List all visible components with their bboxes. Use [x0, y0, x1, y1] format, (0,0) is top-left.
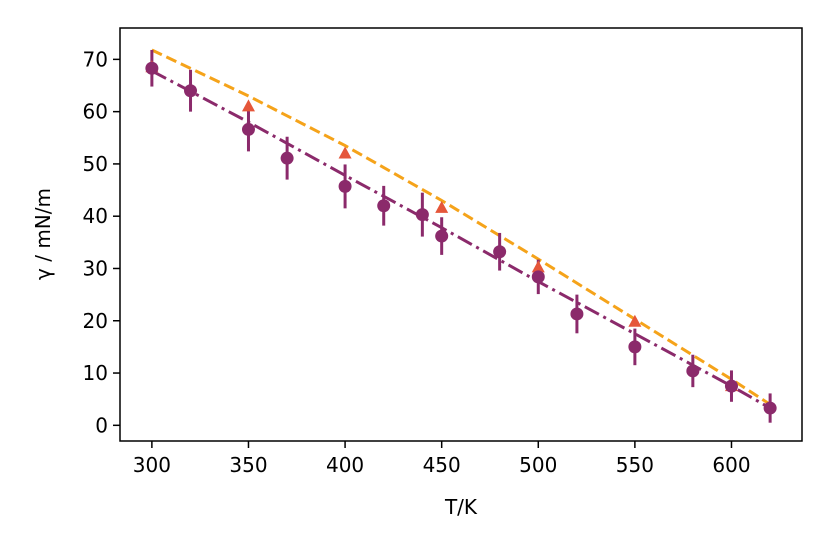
- y-tick-label: 60: [83, 100, 108, 124]
- circle-marker: [145, 61, 159, 75]
- x-tick-label: 350: [229, 453, 267, 477]
- y-tick-label: 20: [83, 309, 108, 333]
- dashdot-curve: [151, 69, 771, 410]
- y-tick-label: 40: [83, 204, 108, 228]
- error-bars: [150, 49, 772, 423]
- x-tick-label: 400: [326, 453, 364, 477]
- y-tick-label: 70: [83, 47, 108, 71]
- series-lines: [151, 48, 771, 410]
- x-tick-label: 550: [616, 453, 654, 477]
- circle-marker: [435, 229, 449, 243]
- circle-marker: [570, 307, 584, 321]
- circle-marker: [763, 401, 777, 415]
- x-tick-label: 600: [712, 453, 750, 477]
- x-axis: 300 350 400 450 500 550 600: [133, 441, 751, 477]
- circle-marker: [338, 179, 352, 193]
- y-axis: 0 10 20 30 40 50 60 70: [83, 47, 120, 437]
- y-tick-label: 50: [83, 152, 108, 176]
- triangle-marker: [241, 99, 255, 112]
- circle-marker: [628, 340, 642, 354]
- circle-marker: [493, 245, 507, 259]
- circle-marker: [415, 208, 429, 222]
- data-markers: [145, 60, 777, 415]
- circle-marker: [724, 379, 738, 393]
- circle-marker: [686, 364, 700, 378]
- triangle-marker: [435, 200, 449, 213]
- x-tick-label: 500: [519, 453, 557, 477]
- triangle-marker: [338, 146, 352, 159]
- x-axis-label: T/K: [444, 495, 478, 519]
- y-tick-label: 10: [83, 361, 108, 385]
- y-axis-label: γ / mN/m: [31, 188, 55, 280]
- y-tick-label: 30: [83, 256, 108, 280]
- triangle-marker: [628, 314, 642, 327]
- triangle-marker: [531, 260, 545, 273]
- dashed-curve: [151, 48, 771, 406]
- plot-frame: [119, 27, 803, 442]
- circle-marker: [377, 199, 391, 213]
- circle-marker: [280, 151, 294, 165]
- x-tick-label: 450: [423, 453, 461, 477]
- circle-marker: [184, 84, 198, 98]
- circle-marker: [241, 122, 255, 136]
- y-tick-label: 0: [95, 413, 108, 437]
- x-tick-label: 300: [133, 453, 171, 477]
- circle-marker: [531, 270, 545, 284]
